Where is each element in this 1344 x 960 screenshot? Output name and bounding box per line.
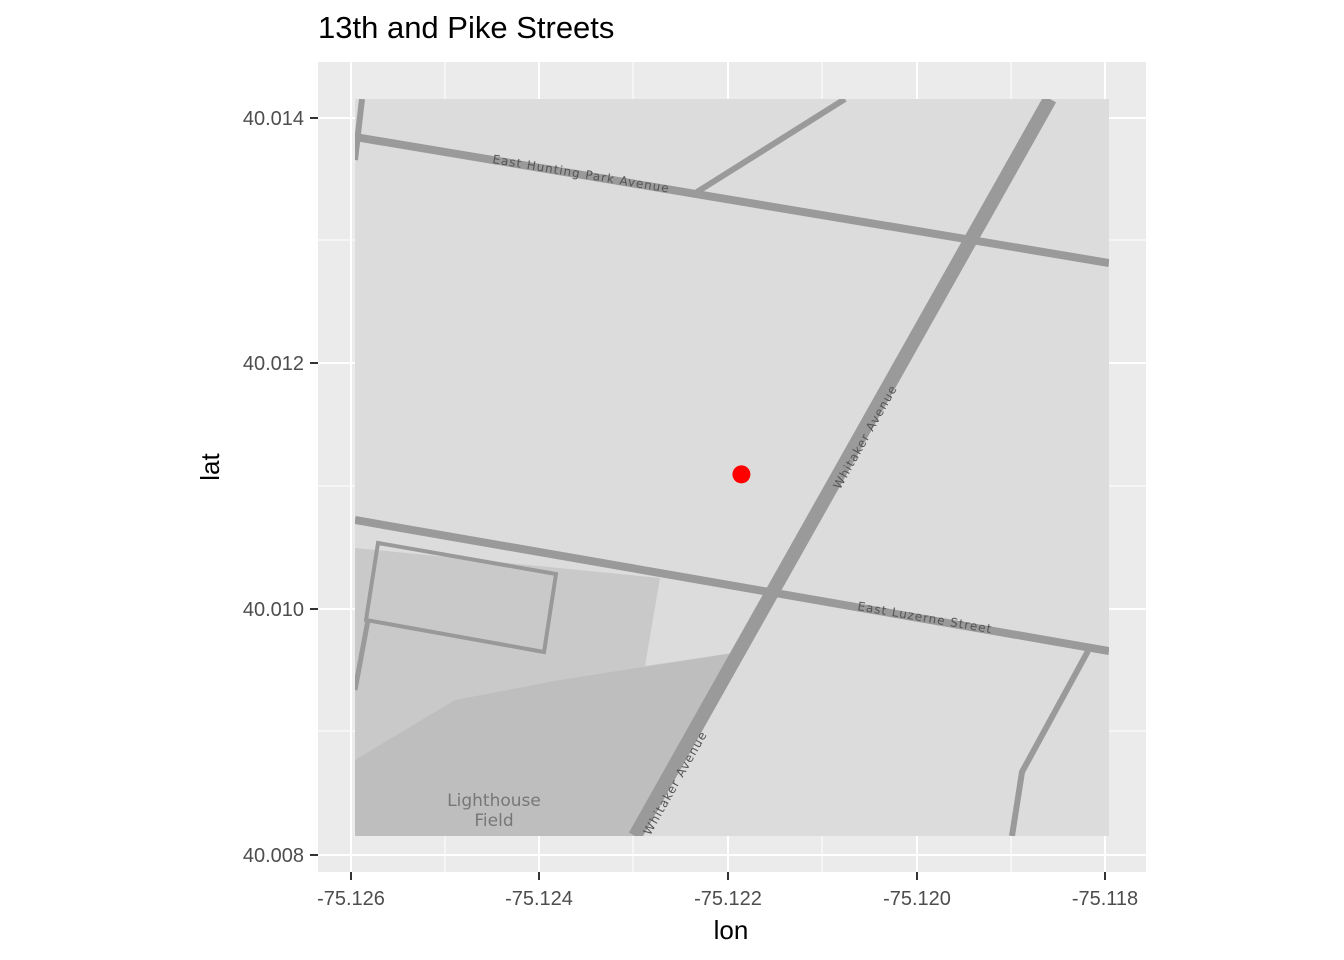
map-tile: East Hunting Park Avenue East Luzerne St… [355,99,1109,836]
page-title: 13th and Pike Streets [318,10,615,45]
y-tick-label: 40.008 [243,845,304,867]
y-tick-label: 40.010 [243,599,304,621]
axis-ticks [310,117,1106,880]
road-east-luzerne-street [355,516,1109,655]
road-east-hunting-park-avenue [355,133,1109,267]
x-tick-label: -75.124 [505,888,573,910]
road-west-lower [355,619,371,691]
x-tick-label: -75.126 [317,888,385,910]
points-layer [732,465,751,484]
poi-label-line2: Field [474,811,513,831]
x-tick-label: -75.120 [883,888,951,910]
y-tick-label: 40.014 [243,108,304,130]
road-diagonal-north [695,99,847,195]
poi-label-line1: Lighthouse [447,791,541,811]
y-axis-title: lat [195,452,225,480]
road-southeast [1009,649,1091,836]
park-area-dark [355,652,740,836]
road-west-edge [355,99,365,161]
location-point [732,465,751,484]
x-tick-label: -75.118 [1072,888,1138,910]
y-tick-label: 40.012 [243,353,304,375]
ballfield-outline [363,540,559,655]
x-axis-title: lon [714,915,749,945]
x-tick-label: -75.122 [694,888,762,910]
road-whitaker-avenue [628,99,1057,836]
